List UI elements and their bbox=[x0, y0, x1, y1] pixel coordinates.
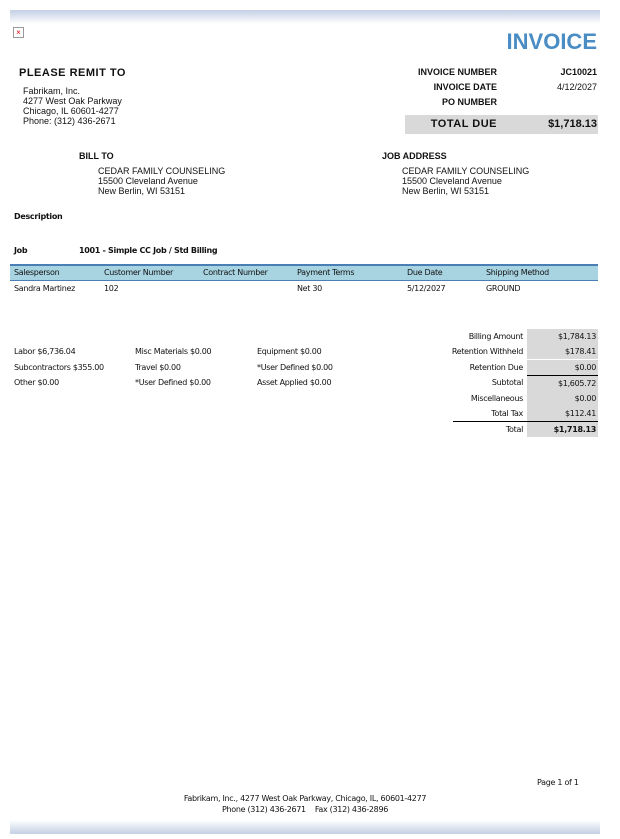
cost-item: *User Defined $0.00 bbox=[135, 378, 211, 387]
remit-line: Chicago, IL 60601-4277 bbox=[23, 106, 119, 116]
invoice-title: INVOICE bbox=[506, 29, 597, 54]
col-salesperson: Salesperson bbox=[14, 268, 60, 277]
summary-value: $0.00 bbox=[527, 360, 598, 375]
job-address-line: CEDAR FAMILY COUNSELING bbox=[402, 166, 530, 176]
table-header bbox=[10, 264, 598, 281]
bill-to-line: 15500 Cleveland Avenue bbox=[98, 176, 198, 186]
summary-label: Total Tax bbox=[491, 409, 523, 418]
remit-label: PLEASE REMIT TO bbox=[19, 67, 126, 79]
summary-value: $112.41 bbox=[527, 406, 598, 421]
po-number-label: PO NUMBER bbox=[441, 97, 497, 107]
cell-due-date: 5/12/2027 bbox=[407, 284, 446, 293]
col-due-date: Due Date bbox=[407, 268, 443, 277]
invoice-number-label: INVOICE NUMBER bbox=[417, 67, 497, 77]
total-due-value: $1,718.13 bbox=[548, 118, 597, 130]
summary-label: Retention Due bbox=[469, 363, 524, 372]
footer-band bbox=[10, 820, 600, 834]
col-payment-terms: Payment Terms bbox=[297, 268, 355, 277]
remit-line: Fabrikam, Inc. bbox=[23, 86, 81, 96]
bill-to-line: CEDAR FAMILY COUNSELING bbox=[98, 166, 226, 176]
job-address-label: JOB ADDRESS bbox=[382, 151, 447, 161]
page-number: Page 1 of 1 bbox=[537, 778, 579, 787]
header-band bbox=[10, 10, 600, 24]
summary-label: Miscellaneous bbox=[470, 394, 523, 403]
total-due-label: TOTAL DUE bbox=[430, 118, 497, 130]
total-divider bbox=[453, 421, 598, 422]
summary-label: Retention Withheld bbox=[451, 347, 523, 356]
remit-line: Phone: (312) 436-2671 bbox=[23, 116, 116, 126]
summary-value: $1,784.13 bbox=[527, 329, 598, 344]
job-address: CEDAR FAMILY COUNSELING 15500 Cleveland … bbox=[402, 166, 529, 196]
subtotal-divider bbox=[527, 375, 598, 376]
bill-to-address: CEDAR FAMILY COUNSELING 15500 Cleveland … bbox=[98, 166, 225, 196]
description-label: Description bbox=[14, 212, 63, 221]
summary-total-value: $1,718.13 bbox=[527, 422, 598, 437]
cost-item: Travel $0.00 bbox=[135, 363, 181, 372]
cell-payment-terms: Net 30 bbox=[297, 284, 322, 293]
summary-label: Total bbox=[505, 425, 523, 434]
cell-shipping-method: GROUND bbox=[486, 284, 521, 293]
footer-contact: Phone (312) 436-2671 Fax (312) 436-2896 bbox=[221, 805, 389, 814]
cost-item: Other $0.00 bbox=[14, 378, 59, 387]
cost-item: Labor $6,736.04 bbox=[14, 347, 76, 356]
broken-image-icon: × bbox=[13, 27, 24, 38]
col-shipping-method: Shipping Method bbox=[486, 268, 549, 277]
invoice-date-label: INVOICE DATE bbox=[433, 82, 497, 92]
summary-value: $0.00 bbox=[527, 391, 598, 406]
cell-customer-number: 102 bbox=[104, 284, 119, 293]
job-value: 1001 - Simple CC Job / Std Billing bbox=[79, 246, 218, 255]
col-contract-number: Contract Number bbox=[203, 268, 268, 277]
cost-item: Equipment $0.00 bbox=[257, 347, 322, 356]
cost-item: Subcontractors $355.00 bbox=[14, 363, 104, 372]
remit-line: 4277 West Oak Parkway bbox=[23, 96, 122, 106]
footer-address: Fabrikam, Inc., 4277 West Oak Parkway, C… bbox=[183, 794, 427, 803]
job-address-line: New Berlin, WI 53151 bbox=[402, 186, 490, 196]
summary-value: $178.41 bbox=[527, 344, 598, 359]
cost-item: Misc Materials $0.00 bbox=[135, 347, 212, 356]
job-label: Job bbox=[14, 246, 28, 255]
col-customer-number: Customer Number bbox=[104, 268, 174, 277]
cost-item: *User Defined $0.00 bbox=[257, 363, 333, 372]
invoice-date: 4/12/2027 bbox=[556, 82, 597, 92]
bill-to-line: New Berlin, WI 53151 bbox=[98, 186, 186, 196]
summary-label: Subtotal bbox=[491, 378, 523, 387]
summary-value: $1,605.72 bbox=[527, 376, 598, 391]
bill-to-label: BILL TO bbox=[79, 151, 114, 161]
job-address-line: 15500 Cleveland Avenue bbox=[402, 176, 502, 186]
summary-label: Billing Amount bbox=[468, 332, 524, 341]
cell-salesperson: Sandra Martinez bbox=[14, 284, 76, 293]
total-due-box: TOTAL DUE $1,718.13 bbox=[405, 115, 598, 134]
cost-item: Asset Applied $0.00 bbox=[257, 378, 332, 387]
invoice-number: JC10021 bbox=[560, 67, 597, 77]
remit-address: Fabrikam, Inc. 4277 West Oak Parkway Chi… bbox=[23, 86, 122, 126]
